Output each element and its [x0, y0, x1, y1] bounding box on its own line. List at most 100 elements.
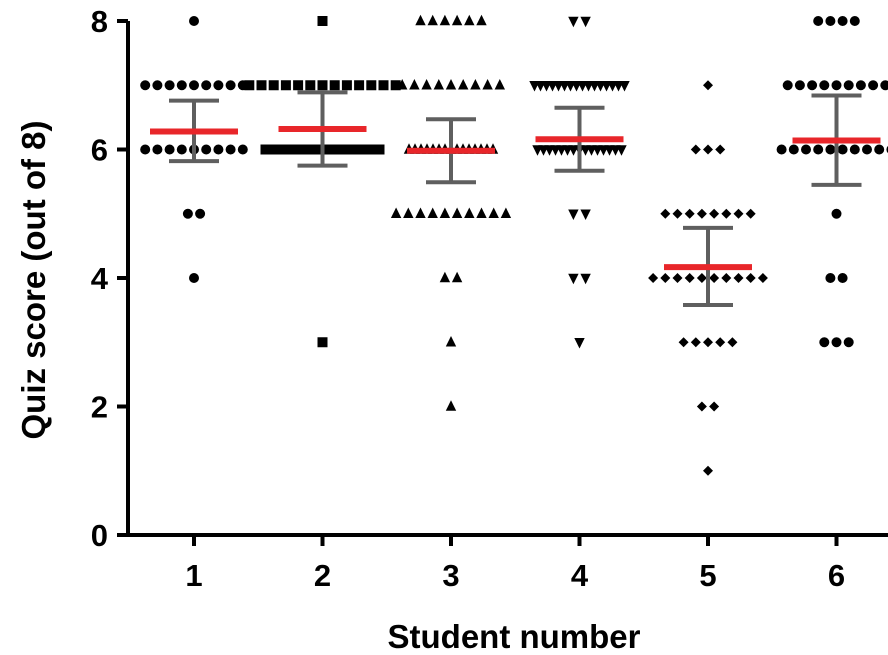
data-point-circle [201, 144, 212, 155]
data-point-circle [819, 337, 830, 348]
data-point-triangle-up [439, 271, 451, 283]
data-point-square [317, 80, 328, 91]
data-point-triangle-down [568, 209, 579, 220]
data-point-triangle-down [574, 338, 585, 349]
data-point-circle [182, 208, 193, 219]
data-point-circle [189, 80, 199, 91]
data-point-circle [776, 144, 787, 155]
data-point-square [317, 337, 328, 348]
data-point-triangle-down [568, 16, 579, 28]
data-point-triangle-up [445, 336, 457, 347]
data-point-square [280, 80, 291, 91]
y-tick-label: 0 [91, 518, 108, 553]
data-point-diamond [660, 208, 671, 219]
data-point-triangle-down [619, 81, 630, 92]
data-point-square [278, 144, 289, 155]
data-point-triangle-up [427, 14, 438, 26]
data-point-diamond [745, 273, 756, 283]
data-point-circle [831, 337, 842, 348]
data-point-square [256, 80, 267, 91]
data-point-triangle-up [439, 14, 451, 26]
data-point-circle [794, 80, 805, 91]
data-point-circle [813, 16, 824, 26]
x-tick-label: 2 [314, 558, 331, 593]
y-axis-title: Quiz score (out of 8) [15, 120, 52, 439]
data-point-triangle-up [500, 207, 512, 218]
data-point-circle [843, 80, 854, 91]
data-point-triangle-up [476, 14, 487, 26]
data-point-triangle-up [415, 14, 426, 26]
data-point-triangle-up [451, 207, 463, 218]
data-point-triangle-up [433, 79, 444, 90]
x-tick-label: 3 [442, 558, 459, 593]
data-point-square [354, 80, 365, 91]
data-point-diamond [690, 144, 701, 155]
data-point-diamond [703, 337, 713, 348]
data-point-diamond [672, 273, 683, 283]
data-point-square [268, 80, 279, 91]
data-point-circle [164, 144, 175, 155]
data-point-circle [874, 144, 885, 155]
data-point-circle [189, 16, 199, 26]
data-point-square [378, 80, 389, 91]
data-point-diamond [757, 273, 768, 283]
data-point-square [332, 144, 343, 155]
data-point-diamond [696, 273, 707, 283]
data-point-triangle-up [451, 14, 463, 26]
x-axis-title: Student number [388, 618, 641, 655]
data-point-square [308, 144, 319, 155]
data-point-circle [164, 80, 175, 91]
data-point-triangle-down [616, 145, 627, 156]
data-point-circle [831, 80, 842, 91]
y-tick-label: 6 [91, 133, 108, 168]
data-point-circle [801, 144, 811, 155]
data-point-triangle-up [445, 79, 457, 90]
data-point-diamond [715, 144, 726, 155]
data-point-triangle-down [580, 209, 591, 220]
data-point-diamond [727, 337, 738, 348]
data-point-triangle-up [421, 79, 432, 90]
data-point-circle [813, 144, 824, 155]
data-point-triangle-up [494, 79, 505, 90]
data-point-circle [862, 144, 872, 155]
data-point-square [302, 144, 313, 155]
data-point-diamond [648, 273, 659, 283]
data-point-circle [176, 144, 187, 155]
x-tick-label: 6 [828, 558, 845, 593]
data-point-triangle-up [482, 79, 493, 90]
data-point-diamond [684, 208, 695, 219]
data-point-square [314, 144, 325, 155]
data-point-diamond [709, 401, 720, 412]
data-point-square [344, 144, 355, 155]
data-point-circle [152, 80, 163, 91]
data-point-triangle-up [415, 207, 426, 218]
data-point-triangle-up [397, 79, 408, 90]
data-point-circle [837, 273, 848, 283]
data-point-circle [825, 273, 836, 283]
data-point-diamond [696, 401, 707, 412]
data-point-circle [819, 80, 830, 91]
data-point-triangle-down [580, 273, 591, 285]
data-point-diamond [703, 465, 713, 476]
data-point-square [362, 144, 373, 155]
data-point-square [284, 144, 295, 155]
data-point-diamond [733, 273, 744, 283]
data-point-circle [788, 144, 799, 155]
data-point-triangle-up [464, 14, 475, 26]
data-point-triangle-up [476, 207, 487, 218]
data-point-square [266, 144, 277, 155]
data-point-circle [843, 337, 854, 348]
x-tick-label: 1 [185, 558, 202, 593]
data-point-triangle-up [488, 207, 499, 218]
data-point-circle [837, 144, 848, 155]
data-point-triangle-up [445, 400, 457, 411]
data-point-square [374, 144, 385, 155]
data-point-triangle-up [427, 207, 438, 218]
data-point-square [341, 80, 352, 91]
data-point-diamond [684, 273, 695, 283]
data-point-diamond [696, 208, 707, 219]
data-point-diamond [709, 273, 720, 283]
data-point-diamond [745, 208, 756, 219]
data-point-square [326, 144, 337, 155]
